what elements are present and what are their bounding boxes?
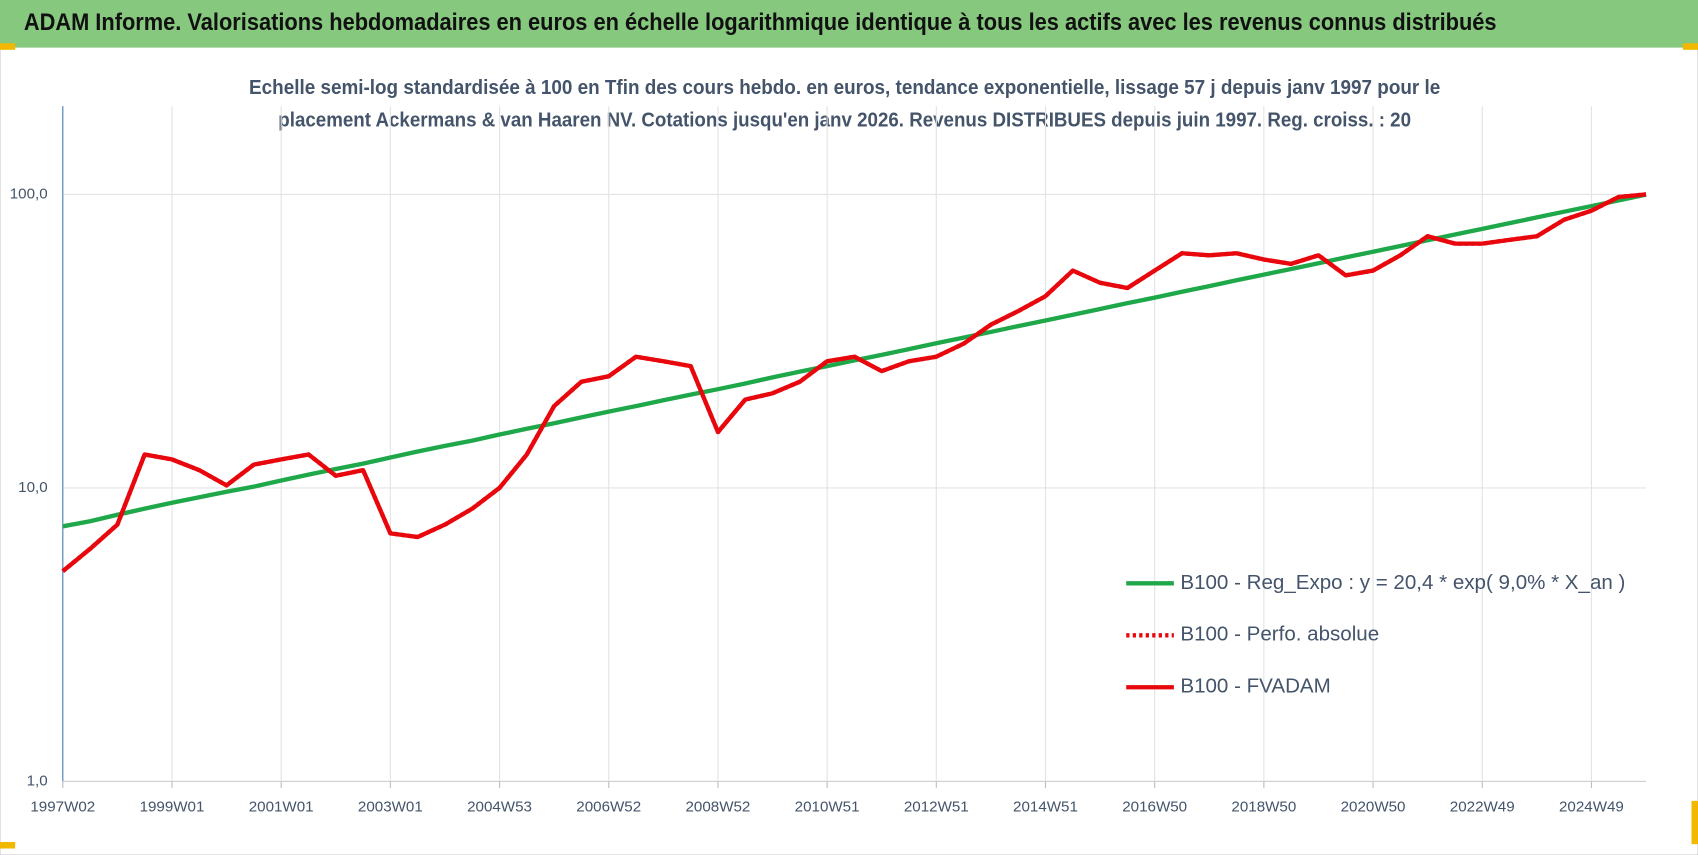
x-tick-label: 1999W01 — [140, 798, 205, 815]
corner — [0, 842, 16, 849]
title-bar — [0, 0, 1698, 48]
x-tick-label: 2024W49 — [1559, 798, 1624, 815]
x-tick-label: 2018W50 — [1231, 798, 1296, 815]
x-tick-label: 2006W52 — [576, 798, 641, 815]
series-line — [61, 192, 1647, 573]
x-tick-label: 2020W50 — [1341, 798, 1406, 815]
chart-subtitle: placement Ackermans & van Haaren NV. Cot… — [278, 109, 1411, 132]
x-tick-label: 2001W01 — [249, 798, 314, 815]
x-tick-label: 2003W01 — [358, 798, 423, 815]
corner — [1682, 43, 1698, 50]
x-tick-label: 2012W51 — [904, 798, 969, 815]
y-tick-label: 100,0 — [10, 185, 48, 202]
x-tick-label: 2010W51 — [795, 798, 860, 815]
corner — [0, 43, 16, 50]
y-tick-label: 1,0 — [27, 772, 48, 789]
chart-subtitle: Echelle semi-log standardisée à 100 en T… — [249, 76, 1440, 99]
page-title: ADAM Informe. Valorisations hebdomadaire… — [24, 9, 1497, 36]
legend-label: B100 - Reg_Expo : y = 20,4 * exp( 9,0% *… — [1180, 571, 1625, 594]
x-tick-label: 2008W52 — [686, 798, 751, 815]
legend-label: B100 - FVADAM — [1180, 675, 1330, 698]
legend-label: B100 - Perfo. absolue — [1180, 623, 1379, 646]
x-tick-label: 2004W53 — [467, 798, 532, 815]
x-tick-label: 2022W49 — [1450, 798, 1515, 815]
x-tick-label: 1997W02 — [30, 798, 95, 815]
x-tick-label: 2014W51 — [1013, 798, 1078, 815]
x-tick-label: 2016W50 — [1122, 798, 1187, 815]
corner — [1691, 800, 1698, 845]
y-tick-label: 10,0 — [18, 479, 47, 496]
